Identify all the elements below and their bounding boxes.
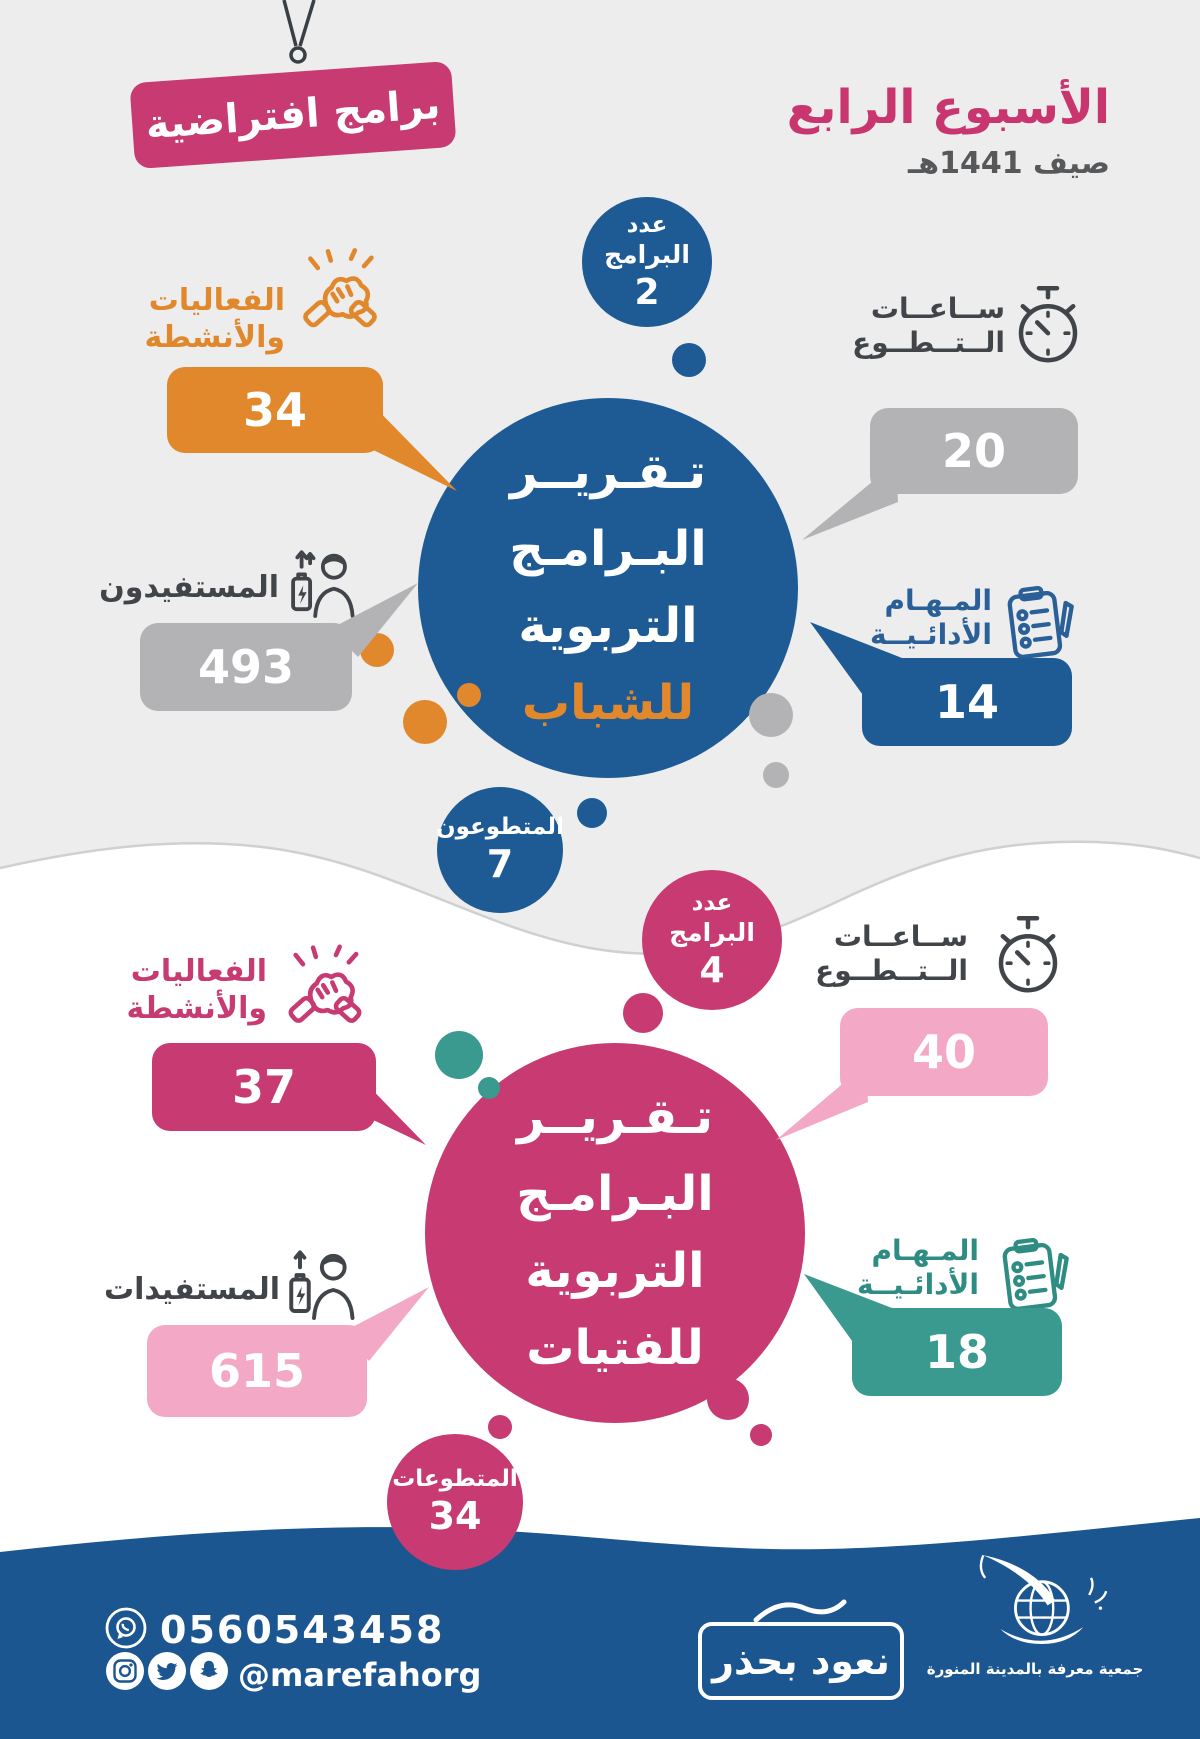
decor-dot (750, 1424, 772, 1446)
beneficiary-person-icon (286, 1240, 356, 1326)
decor-dot (623, 993, 663, 1033)
high-five-hands-icon (303, 246, 377, 338)
volunteers-count: 7 (486, 842, 514, 887)
report-title-line: البـرامـج (509, 521, 707, 577)
performance-tasks-label: المـهـام الأدائـيــة (845, 1234, 979, 1302)
return-with-caution-badge: نعود بحذر (698, 1622, 904, 1700)
activities-count-bubble: 37 (152, 1043, 426, 1145)
activities-label-line: والأنشطة (126, 990, 267, 1026)
program-count-value: 2 (634, 271, 660, 313)
decor-dot (577, 798, 607, 828)
decor-dot (457, 683, 481, 707)
report-title-line: التربوية (525, 1243, 705, 1299)
program-count-label: عدد (626, 211, 668, 238)
volunteers-label: المتطوعات (392, 1465, 518, 1492)
snapchat-icon (190, 1652, 228, 1690)
twitter-icon (148, 1652, 186, 1690)
report-title-line: التربوية (518, 598, 698, 654)
volunteer-hours-label-line: الــتــطــوع (852, 326, 1005, 360)
volunteer-hours-label: ســاعــات الــتــطــوع (852, 292, 1005, 360)
badge-string (282, 0, 316, 64)
decor-dot (478, 1077, 500, 1099)
youth-report-circle: تـقـريــر البـرامـج التربوية للشباب (418, 398, 798, 778)
beneficiaries-label-line: المستفيدون (99, 570, 279, 605)
beneficiaries-label: المستفيدات (103, 1272, 280, 1309)
checklist-clipboard-icon (995, 1228, 1071, 1320)
report-title-line: البـرامـج (516, 1166, 714, 1222)
performance-tasks-label: المـهـام الأدائـيــة (858, 584, 992, 652)
page-title: الأسبوع الرابع (786, 80, 1110, 135)
checklist-clipboard-icon (1000, 576, 1076, 668)
organization-logo (955, 1545, 1125, 1660)
youth-program-count-circle: عدد البرامج 2 (582, 197, 712, 327)
report-title-line: تـقـريــر (517, 1089, 713, 1145)
decor-dot (707, 1378, 749, 1420)
performance-tasks-label-line: المـهـام (884, 584, 992, 617)
decor-dot (672, 343, 706, 377)
program-count-label: البرامج (604, 239, 690, 269)
beneficiaries-label: المستفيدون (99, 570, 279, 607)
youth-volunteers-circle: المتطوعون 7 (436, 787, 564, 913)
volunteer-hours-label: ســاعــات الــتــطــوع (815, 920, 968, 988)
stopwatch-icon (1012, 280, 1084, 372)
volunteer-hours-count: 40 (911, 1025, 976, 1079)
activities-count-bubble: 34 (167, 367, 457, 491)
activities-label-line: الفعاليات (148, 283, 285, 318)
beneficiaries-count-bubble: 615 (147, 1287, 429, 1417)
activities-label: الفعاليات والأنشطة (137, 283, 285, 356)
slogan-swoosh (753, 1599, 847, 1623)
volunteer-hours-bubble: 20 (802, 408, 1078, 540)
volunteer-hours-bubble: 40 (776, 1008, 1048, 1140)
volunteer-hours-count: 20 (941, 424, 1006, 478)
activities-label-line: الفعاليات (130, 954, 267, 989)
report-audience-line: للشباب (521, 675, 695, 731)
performance-tasks-label-line: الأدائـيــة (856, 1268, 979, 1302)
performance-tasks-count: 18 (924, 1325, 989, 1379)
performance-tasks-label-line: المـهـام (871, 1234, 979, 1267)
organization-name: جمعية معرفة بالمدينة المنورة (926, 1660, 1144, 1678)
activities-count: 34 (242, 383, 307, 437)
high-five-hands-icon (287, 944, 363, 1032)
page-subtitle: صيف 1441هـ (908, 146, 1110, 181)
volunteers-count: 34 (428, 1494, 482, 1539)
performance-tasks-bubble: 18 (804, 1274, 1062, 1396)
phone-number: 0560543458 (160, 1608, 445, 1652)
report-audience-line: للفتيات (526, 1320, 704, 1376)
performance-tasks-count: 14 (934, 675, 999, 729)
girls-program-count-circle: عدد البرامج 4 (642, 870, 782, 1010)
beneficiary-person-icon (288, 538, 356, 626)
activities-count: 37 (231, 1060, 296, 1114)
program-count-label: عدد (691, 889, 733, 916)
beneficiaries-count-bubble: 493 (140, 583, 418, 711)
beneficiaries-count: 493 (197, 640, 295, 694)
decor-dot (488, 1415, 512, 1439)
performance-tasks-bubble: 14 (810, 622, 1072, 746)
performance-tasks-label-line: الأدائـيــة (869, 618, 992, 652)
girls-volunteers-circle: المتطوعات 34 (387, 1434, 523, 1570)
decor-dot (435, 1031, 483, 1079)
decor-dot (403, 700, 447, 744)
program-count-value: 4 (699, 949, 725, 991)
decor-dot (763, 762, 789, 788)
beneficiaries-count: 615 (208, 1344, 306, 1398)
volunteer-hours-label-line: ســاعــات (870, 292, 1005, 325)
girls-report-circle: تـقـريــر البـرامـج التربوية للفتيات (425, 1043, 805, 1423)
instagram-icon (106, 1652, 144, 1690)
activities-label-line: والأنشطة (144, 319, 285, 355)
volunteers-label: المتطوعون (436, 813, 564, 840)
report-title-line: تـقـريــر (510, 444, 706, 500)
beneficiaries-label-line: المستفيدات (103, 1272, 280, 1307)
whatsapp-icon (104, 1606, 148, 1650)
program-count-label: البرامج (669, 917, 755, 947)
volunteer-hours-label-line: الــتــطــوع (815, 954, 968, 988)
decor-dot (749, 693, 793, 737)
social-handle: @marefahorg (238, 1656, 482, 1694)
stopwatch-icon (992, 910, 1064, 1002)
volunteer-hours-label-line: ســاعــات (833, 920, 968, 953)
activities-label: الفعاليات والأنشطة (119, 954, 267, 1027)
